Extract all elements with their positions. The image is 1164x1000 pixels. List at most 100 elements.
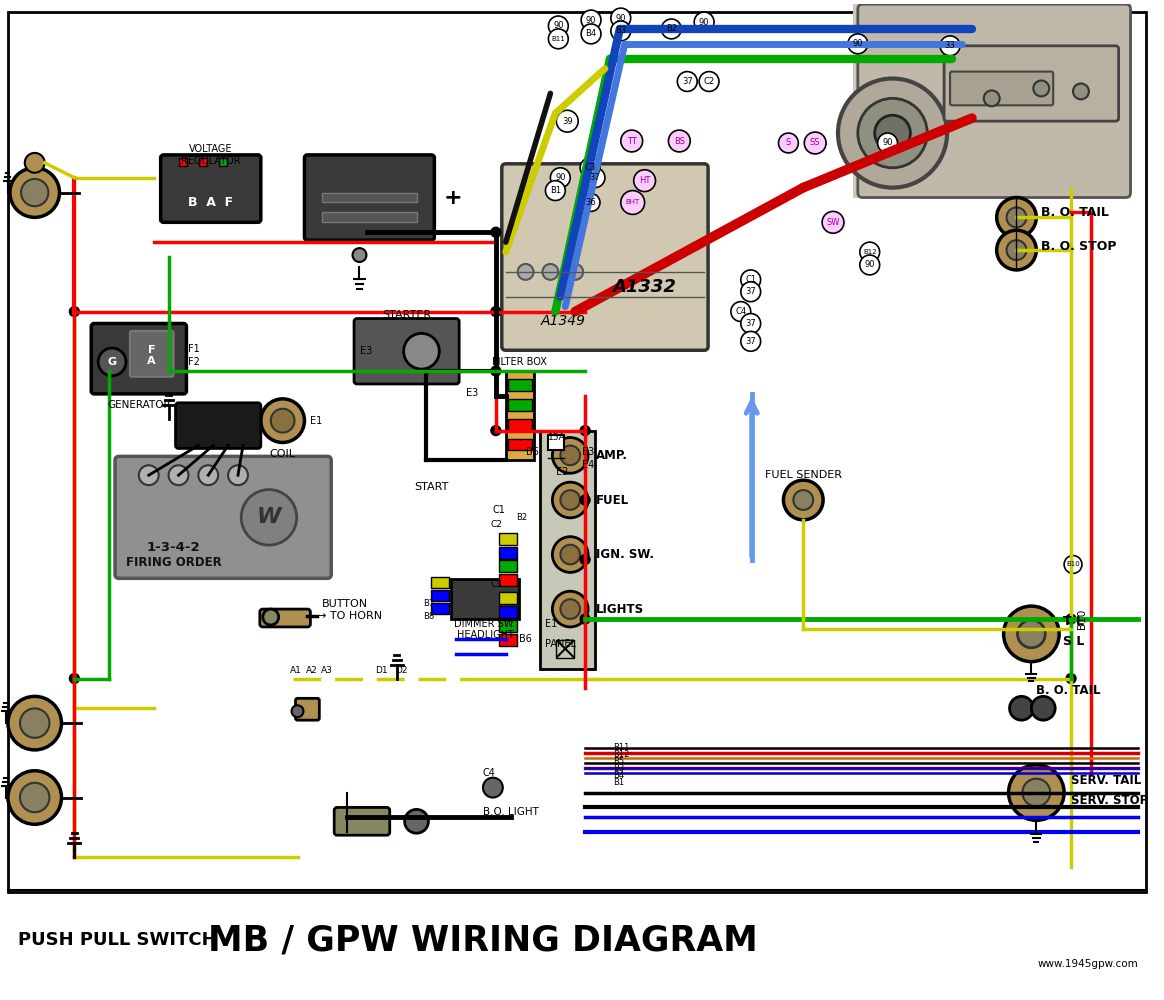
Text: 90: 90 <box>698 18 709 27</box>
Circle shape <box>1007 240 1027 260</box>
Circle shape <box>491 366 501 376</box>
Circle shape <box>838 79 947 188</box>
Text: E4: E4 <box>582 460 595 470</box>
FancyBboxPatch shape <box>130 331 173 377</box>
Bar <box>499 592 517 604</box>
Circle shape <box>560 446 580 465</box>
Text: www.1945gpw.com: www.1945gpw.com <box>1038 959 1138 969</box>
Text: B.O. LIGHT: B.O. LIGHT <box>483 807 539 817</box>
Bar <box>540 431 595 669</box>
Circle shape <box>984 90 1000 106</box>
Circle shape <box>271 409 294 433</box>
Circle shape <box>548 16 568 36</box>
Text: B11: B11 <box>613 743 630 752</box>
Bar <box>499 634 517 646</box>
Circle shape <box>633 170 655 192</box>
Circle shape <box>567 264 583 280</box>
Circle shape <box>996 230 1036 270</box>
Circle shape <box>20 708 49 738</box>
Circle shape <box>491 426 501 436</box>
Text: STARTER: STARTER <box>382 310 431 320</box>
Circle shape <box>556 110 579 132</box>
Circle shape <box>874 115 910 151</box>
Circle shape <box>198 465 218 485</box>
Circle shape <box>548 29 568 49</box>
Text: C3: C3 <box>584 163 596 172</box>
Bar <box>452 579 519 619</box>
Text: S L: S L <box>1063 635 1085 648</box>
Circle shape <box>611 8 631 28</box>
Circle shape <box>518 264 533 280</box>
Text: B2: B2 <box>516 513 527 522</box>
Text: 90: 90 <box>852 39 863 48</box>
Circle shape <box>1066 674 1076 683</box>
Circle shape <box>70 307 79 317</box>
Text: E3: E3 <box>582 447 595 457</box>
FancyBboxPatch shape <box>176 403 261 448</box>
Circle shape <box>740 314 760 333</box>
Text: F1: F1 <box>189 344 200 354</box>
Bar <box>508 399 532 411</box>
Circle shape <box>1073 83 1088 99</box>
Text: A1: A1 <box>290 666 301 675</box>
Text: 37: 37 <box>682 77 693 86</box>
Circle shape <box>491 307 501 317</box>
Circle shape <box>783 480 823 520</box>
Text: C4: C4 <box>483 768 496 778</box>
Bar <box>432 590 449 601</box>
Text: PANEL: PANEL <box>546 639 576 649</box>
Circle shape <box>620 191 645 214</box>
Bar <box>499 620 517 632</box>
Circle shape <box>580 158 599 178</box>
Text: B5: B5 <box>613 757 624 766</box>
Text: F2: F2 <box>189 357 200 367</box>
Circle shape <box>553 591 588 627</box>
Circle shape <box>553 482 588 518</box>
FancyBboxPatch shape <box>115 456 332 578</box>
Circle shape <box>700 72 719 91</box>
Bar <box>8 12 1147 892</box>
Text: HT: HT <box>639 176 651 185</box>
Text: B6: B6 <box>526 447 539 457</box>
Text: D2: D2 <box>396 666 407 675</box>
Circle shape <box>1066 614 1076 624</box>
Text: LIGHTS: LIGHTS <box>596 603 644 616</box>
Circle shape <box>404 333 439 369</box>
Text: G: G <box>107 357 116 367</box>
Bar <box>322 193 417 202</box>
Circle shape <box>731 302 751 321</box>
Text: B4: B4 <box>585 29 597 38</box>
Circle shape <box>1003 606 1059 662</box>
Circle shape <box>694 12 714 32</box>
Circle shape <box>70 674 79 683</box>
FancyBboxPatch shape <box>944 46 1119 121</box>
Text: B8: B8 <box>424 612 434 621</box>
Text: START: START <box>414 482 448 492</box>
Circle shape <box>169 465 189 485</box>
Text: PUSH PULL SWITCH: PUSH PULL SWITCH <box>17 931 217 949</box>
FancyBboxPatch shape <box>91 323 186 394</box>
Circle shape <box>8 771 62 824</box>
Circle shape <box>551 168 570 188</box>
Circle shape <box>263 609 278 625</box>
Circle shape <box>677 72 697 91</box>
Text: S: S <box>786 138 792 147</box>
Circle shape <box>560 490 580 510</box>
Circle shape <box>661 19 681 39</box>
Bar <box>432 577 449 588</box>
Text: C3: C3 <box>491 580 503 589</box>
Text: A1349: A1349 <box>540 314 585 328</box>
Circle shape <box>822 211 844 233</box>
Circle shape <box>580 426 590 436</box>
Circle shape <box>542 264 559 280</box>
Text: FUEL: FUEL <box>596 493 629 506</box>
Text: 37: 37 <box>745 287 757 296</box>
Text: B4: B4 <box>613 771 624 780</box>
Text: D1: D1 <box>376 666 388 675</box>
Text: E1: E1 <box>546 619 558 629</box>
Text: A2: A2 <box>305 666 318 675</box>
Circle shape <box>668 130 690 152</box>
Circle shape <box>580 495 590 505</box>
Circle shape <box>10 168 59 217</box>
Text: B7: B7 <box>424 599 434 608</box>
